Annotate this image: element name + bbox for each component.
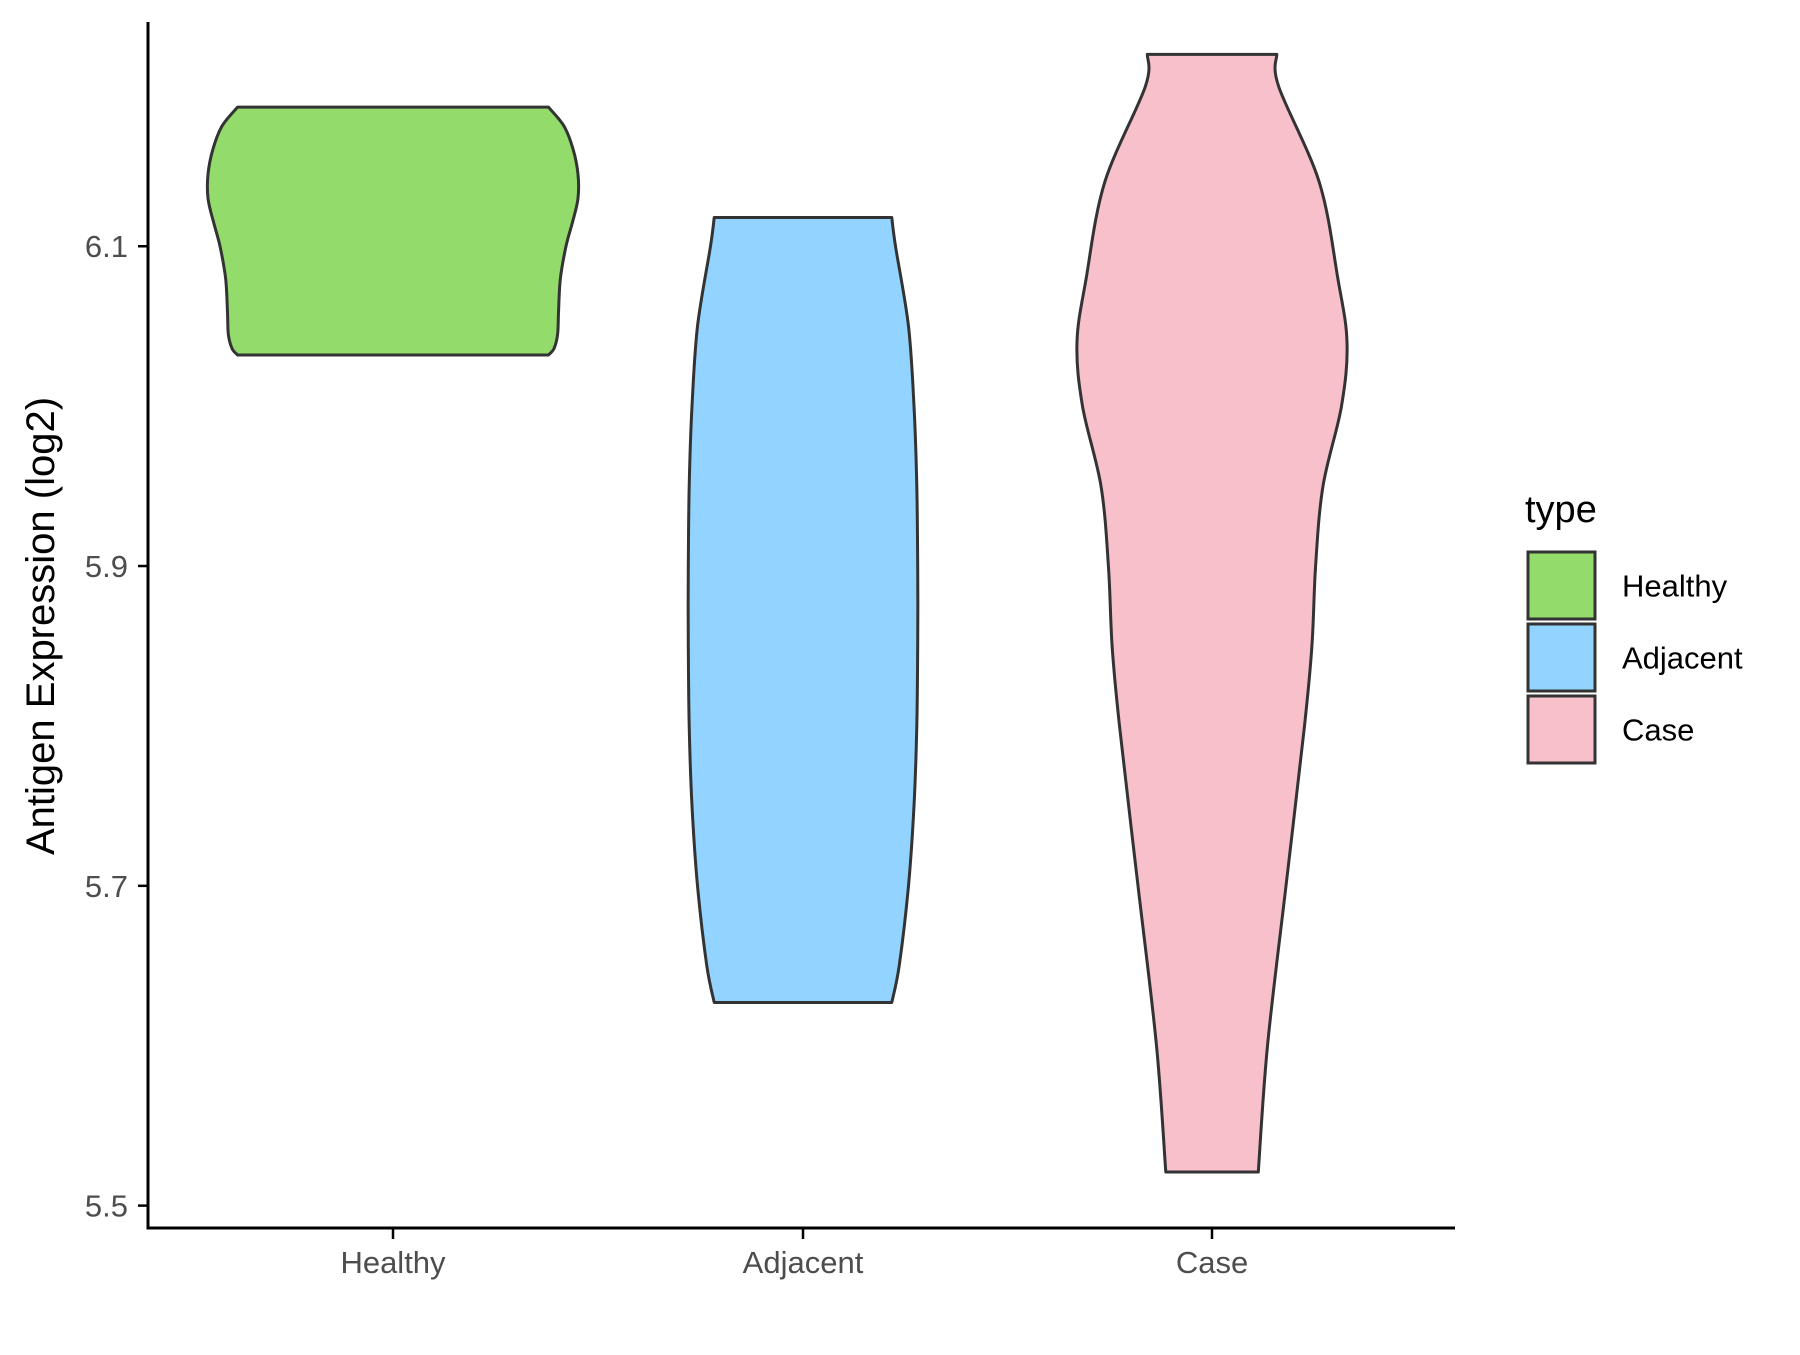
violin-adjacent [686, 216, 920, 1004]
legend-label-case: Case [1622, 713, 1694, 748]
legend-items: Healthy Adjacent Case [1526, 550, 1743, 765]
violin-case [1075, 52, 1349, 1174]
legend-key-healthy [1526, 550, 1597, 621]
legend-label-healthy: Healthy [1622, 569, 1728, 604]
legend-key-adjacent [1526, 622, 1597, 693]
violin-healthy [205, 105, 581, 357]
y-tick-label: 5.7 [85, 869, 128, 904]
x-tick-label-case: Case [1176, 1245, 1248, 1280]
x-ticks: Healthy Adjacent Case [340, 1229, 1248, 1280]
y-ticks: 5.5 5.7 5.9 6.1 [85, 229, 148, 1224]
violin-layer [205, 52, 1349, 1174]
legend: type Healthy Adjacent Case [1525, 489, 1743, 765]
y-tick-label: 5.5 [85, 1189, 128, 1224]
axes-layer: 5.5 5.7 5.9 6.1 Healthy Adjacent Case Antigen… [19, 22, 1455, 1280]
legend-label-adjacent: Adjacent [1622, 641, 1743, 676]
legend-key-case [1526, 694, 1597, 765]
y-tick-label: 6.1 [85, 229, 128, 264]
y-tick-label: 5.9 [85, 549, 128, 584]
x-tick-label-healthy: Healthy [340, 1245, 446, 1280]
x-tick-label-adjacent: Adjacent [743, 1245, 864, 1280]
y-axis-title: Antigen Expression (log2) [19, 397, 63, 855]
legend-title: type [1525, 489, 1597, 531]
